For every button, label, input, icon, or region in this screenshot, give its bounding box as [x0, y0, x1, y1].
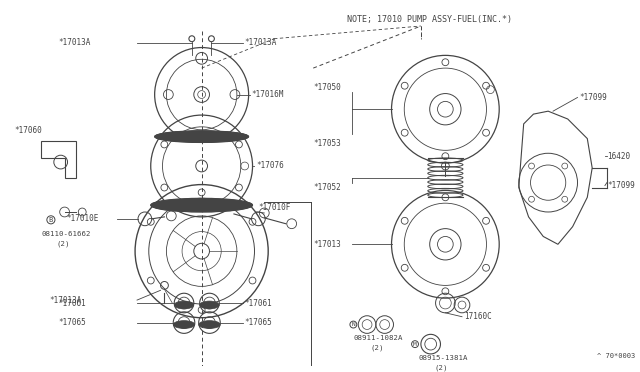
Ellipse shape: [173, 321, 195, 328]
Text: ^ 70*0003: ^ 70*0003: [597, 353, 636, 359]
Text: *17010F: *17010F: [259, 203, 291, 212]
Text: *17065: *17065: [59, 318, 86, 327]
Text: *17065: *17065: [244, 318, 273, 327]
Text: 08110-61662: 08110-61662: [41, 231, 91, 237]
Ellipse shape: [151, 198, 253, 212]
Text: *17060: *17060: [15, 126, 42, 135]
Text: *17099: *17099: [579, 93, 607, 102]
Text: N: N: [351, 322, 355, 327]
Text: (2): (2): [371, 345, 385, 351]
Text: (2): (2): [435, 365, 448, 371]
Ellipse shape: [174, 301, 194, 309]
Text: *17050: *17050: [313, 83, 341, 92]
Ellipse shape: [200, 301, 220, 309]
Text: *17076: *17076: [257, 161, 284, 170]
Ellipse shape: [198, 321, 220, 328]
Text: NOTE; 17010 PUMP ASSY-FUEL(INC.*): NOTE; 17010 PUMP ASSY-FUEL(INC.*): [348, 15, 513, 24]
Text: *17013A: *17013A: [49, 296, 81, 305]
Text: *17061: *17061: [59, 298, 86, 308]
Text: 08915-1381A: 08915-1381A: [419, 355, 468, 361]
Text: *17053: *17053: [313, 139, 341, 148]
Text: *17061: *17061: [244, 298, 273, 308]
Text: (2): (2): [57, 240, 70, 247]
Text: *17016M: *17016M: [252, 90, 284, 99]
Text: *17013A: *17013A: [59, 38, 91, 47]
Text: B: B: [49, 217, 53, 223]
Text: *17099: *17099: [607, 181, 635, 190]
Ellipse shape: [155, 131, 248, 142]
Text: 16420: 16420: [607, 152, 630, 161]
Text: *17013: *17013: [313, 240, 341, 249]
Text: *17052: *17052: [313, 183, 341, 192]
Text: M: M: [413, 341, 417, 347]
Text: 17160C: 17160C: [464, 312, 492, 321]
Text: *17013A: *17013A: [244, 38, 277, 47]
Text: 08911-1082A: 08911-1082A: [353, 335, 403, 341]
Text: *17010E: *17010E: [67, 214, 99, 223]
